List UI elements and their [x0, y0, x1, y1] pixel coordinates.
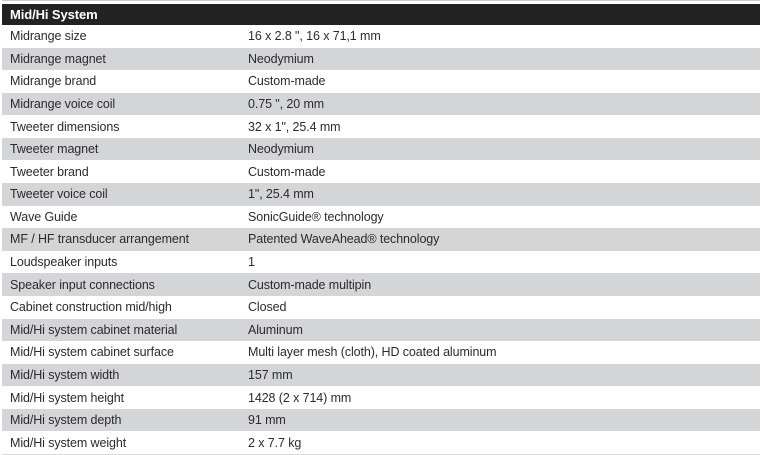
spec-label: Midrange brand [10, 74, 97, 89]
table-row: Tweeter voice coil 1", 25.4 mm [2, 183, 760, 206]
spec-label: MF / HF transducer arrangement [10, 232, 190, 247]
spec-value: Patented WaveAhead® technology [248, 232, 440, 247]
table-row: Mid/Hi system width 157 mm [2, 363, 760, 387]
spec-label: Cabinet construction mid/high [10, 300, 172, 315]
spec-label: Tweeter dimensions [10, 119, 120, 134]
spec-value: Closed [248, 300, 287, 315]
spec-label: Speaker input connections [10, 277, 155, 292]
spec-label: Midrange voice coil [10, 97, 116, 112]
table-row: Mid/Hi system cabinet material Aluminum [2, 318, 760, 342]
spec-value: 1428 (2 x 714) mm [248, 390, 352, 405]
spec-value: Custom-made [248, 74, 326, 89]
table-row: Midrange brand Custom-made [2, 70, 760, 93]
spec-value: SonicGuide® technology [248, 209, 384, 224]
spec-label: Mid/Hi system depth [10, 413, 122, 428]
spec-label: Loudspeaker inputs [10, 255, 118, 270]
spec-label: Mid/Hi system weight [10, 435, 127, 450]
table-row: Tweeter magnet Neodymium [2, 137, 760, 161]
spec-value: Multi layer mesh (cloth), HD coated alum… [248, 345, 497, 360]
table-row: Midrange size 16 x 2.8 ", 16 x 71,1 mm [2, 25, 760, 48]
spec-label: Tweeter brand [10, 164, 89, 179]
table-top-gap [2, 1, 760, 4]
spec-label: Wave Guide [10, 209, 78, 224]
table-row: Speaker input connections Custom-made mul… [2, 273, 760, 296]
table-section-title: Mid/Hi System [10, 7, 98, 22]
spec-label: Tweeter voice coil [10, 187, 108, 202]
table-top-border [2, 0, 760, 1]
table-row: Mid/Hi system depth 91 mm [2, 408, 760, 432]
table-row: Tweeter dimensions 32 x 1", 25.4 mm [2, 115, 760, 138]
spec-value: 16 x 2.8 ", 16 x 71,1 mm [248, 29, 381, 44]
spec-value: 157 mm [248, 367, 293, 382]
spec-value: Custom-made [248, 164, 326, 179]
table-row: Mid/Hi system height 1428 (2 x 714) mm [2, 386, 760, 409]
spec-label: Mid/Hi system height [10, 390, 125, 405]
spec-label: Midrange magnet [10, 51, 106, 66]
spec-value: 32 x 1", 25.4 mm [248, 119, 341, 134]
table-row: Loudspeaker inputs 1 [2, 250, 760, 274]
spec-value: 1 [248, 255, 255, 270]
spec-value: Aluminum [248, 322, 303, 337]
spec-value: Custom-made multipin [248, 277, 372, 292]
table-section-header: Mid/Hi System [2, 4, 760, 25]
spec-value: 2 x 7.7 kg [248, 435, 302, 450]
table-row: Midrange voice coil 0.75 ", 20 mm [2, 92, 760, 116]
spec-value: Neodymium [248, 142, 314, 157]
table-row: Tweeter brand Custom-made [2, 160, 760, 184]
table-row: Wave Guide SonicGuide® technology [2, 205, 760, 229]
spec-label: Tweeter magnet [10, 142, 99, 157]
spec-label: Mid/Hi system cabinet surface [10, 345, 174, 360]
table-row: Cabinet construction mid/high Closed [2, 295, 760, 319]
spec-value: 0.75 ", 20 mm [248, 97, 325, 112]
spec-value: 1", 25.4 mm [248, 187, 314, 202]
spec-label: Mid/Hi system cabinet material [10, 322, 178, 337]
table-row: Mid/Hi system weight 2 x 7.7 kg [2, 431, 760, 454]
table-body: Midrange size 16 x 2.8 ", 16 x 71,1 mm Mid… [2, 25, 760, 455]
table-row: MF / HF transducer arrangement Patented W… [2, 228, 760, 251]
spec-label: Midrange size [10, 29, 87, 44]
table-row: Midrange magnet Neodymium [2, 47, 760, 71]
table-row: Mid/Hi system cabinet surface Multi layer… [2, 341, 760, 364]
spec-value: 91 mm [248, 413, 286, 428]
spec-value: Neodymium [248, 51, 314, 66]
spec-label: Mid/Hi system width [10, 367, 120, 382]
